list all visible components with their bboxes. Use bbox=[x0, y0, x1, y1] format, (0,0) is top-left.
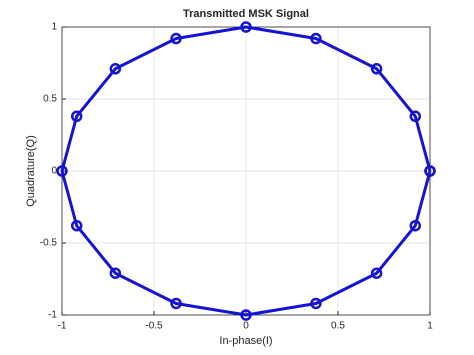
data-marker bbox=[409, 219, 422, 232]
y-tick-label: 0.5 bbox=[43, 94, 57, 105]
data-marker bbox=[109, 63, 122, 75]
data-marker bbox=[70, 219, 83, 232]
data-marker bbox=[170, 32, 182, 45]
data-marker bbox=[109, 267, 122, 279]
y-axis-label: Quadrature(Q) bbox=[25, 135, 37, 207]
y-tick-label: 0 bbox=[51, 166, 57, 177]
data-line bbox=[60, 25, 432, 317]
chart-title: Transmitted MSK Signal bbox=[183, 8, 309, 20]
data-marker bbox=[424, 165, 436, 177]
x-axis-label: In-phase(I) bbox=[219, 335, 272, 347]
data-marker bbox=[370, 63, 383, 75]
x-tick-label: 1 bbox=[427, 321, 433, 332]
data-marker bbox=[310, 297, 322, 310]
x-tick-label: 0 bbox=[243, 321, 249, 332]
data-marker bbox=[310, 32, 322, 45]
y-tick-label: 1 bbox=[51, 22, 57, 33]
data-marker bbox=[170, 297, 182, 310]
y-tick-label: -0.5 bbox=[40, 238, 58, 249]
x-tick-label: -1 bbox=[58, 321, 67, 332]
data-marker bbox=[240, 21, 252, 33]
x-tick-label: -0.5 bbox=[145, 321, 163, 332]
data-marker bbox=[240, 309, 252, 321]
x-tick-label: 0.5 bbox=[331, 321, 345, 332]
y-tick-label: -1 bbox=[48, 310, 57, 321]
data-marker bbox=[56, 165, 68, 177]
data-marker bbox=[370, 267, 383, 279]
data-marker bbox=[70, 110, 83, 123]
data-marker bbox=[409, 110, 422, 123]
